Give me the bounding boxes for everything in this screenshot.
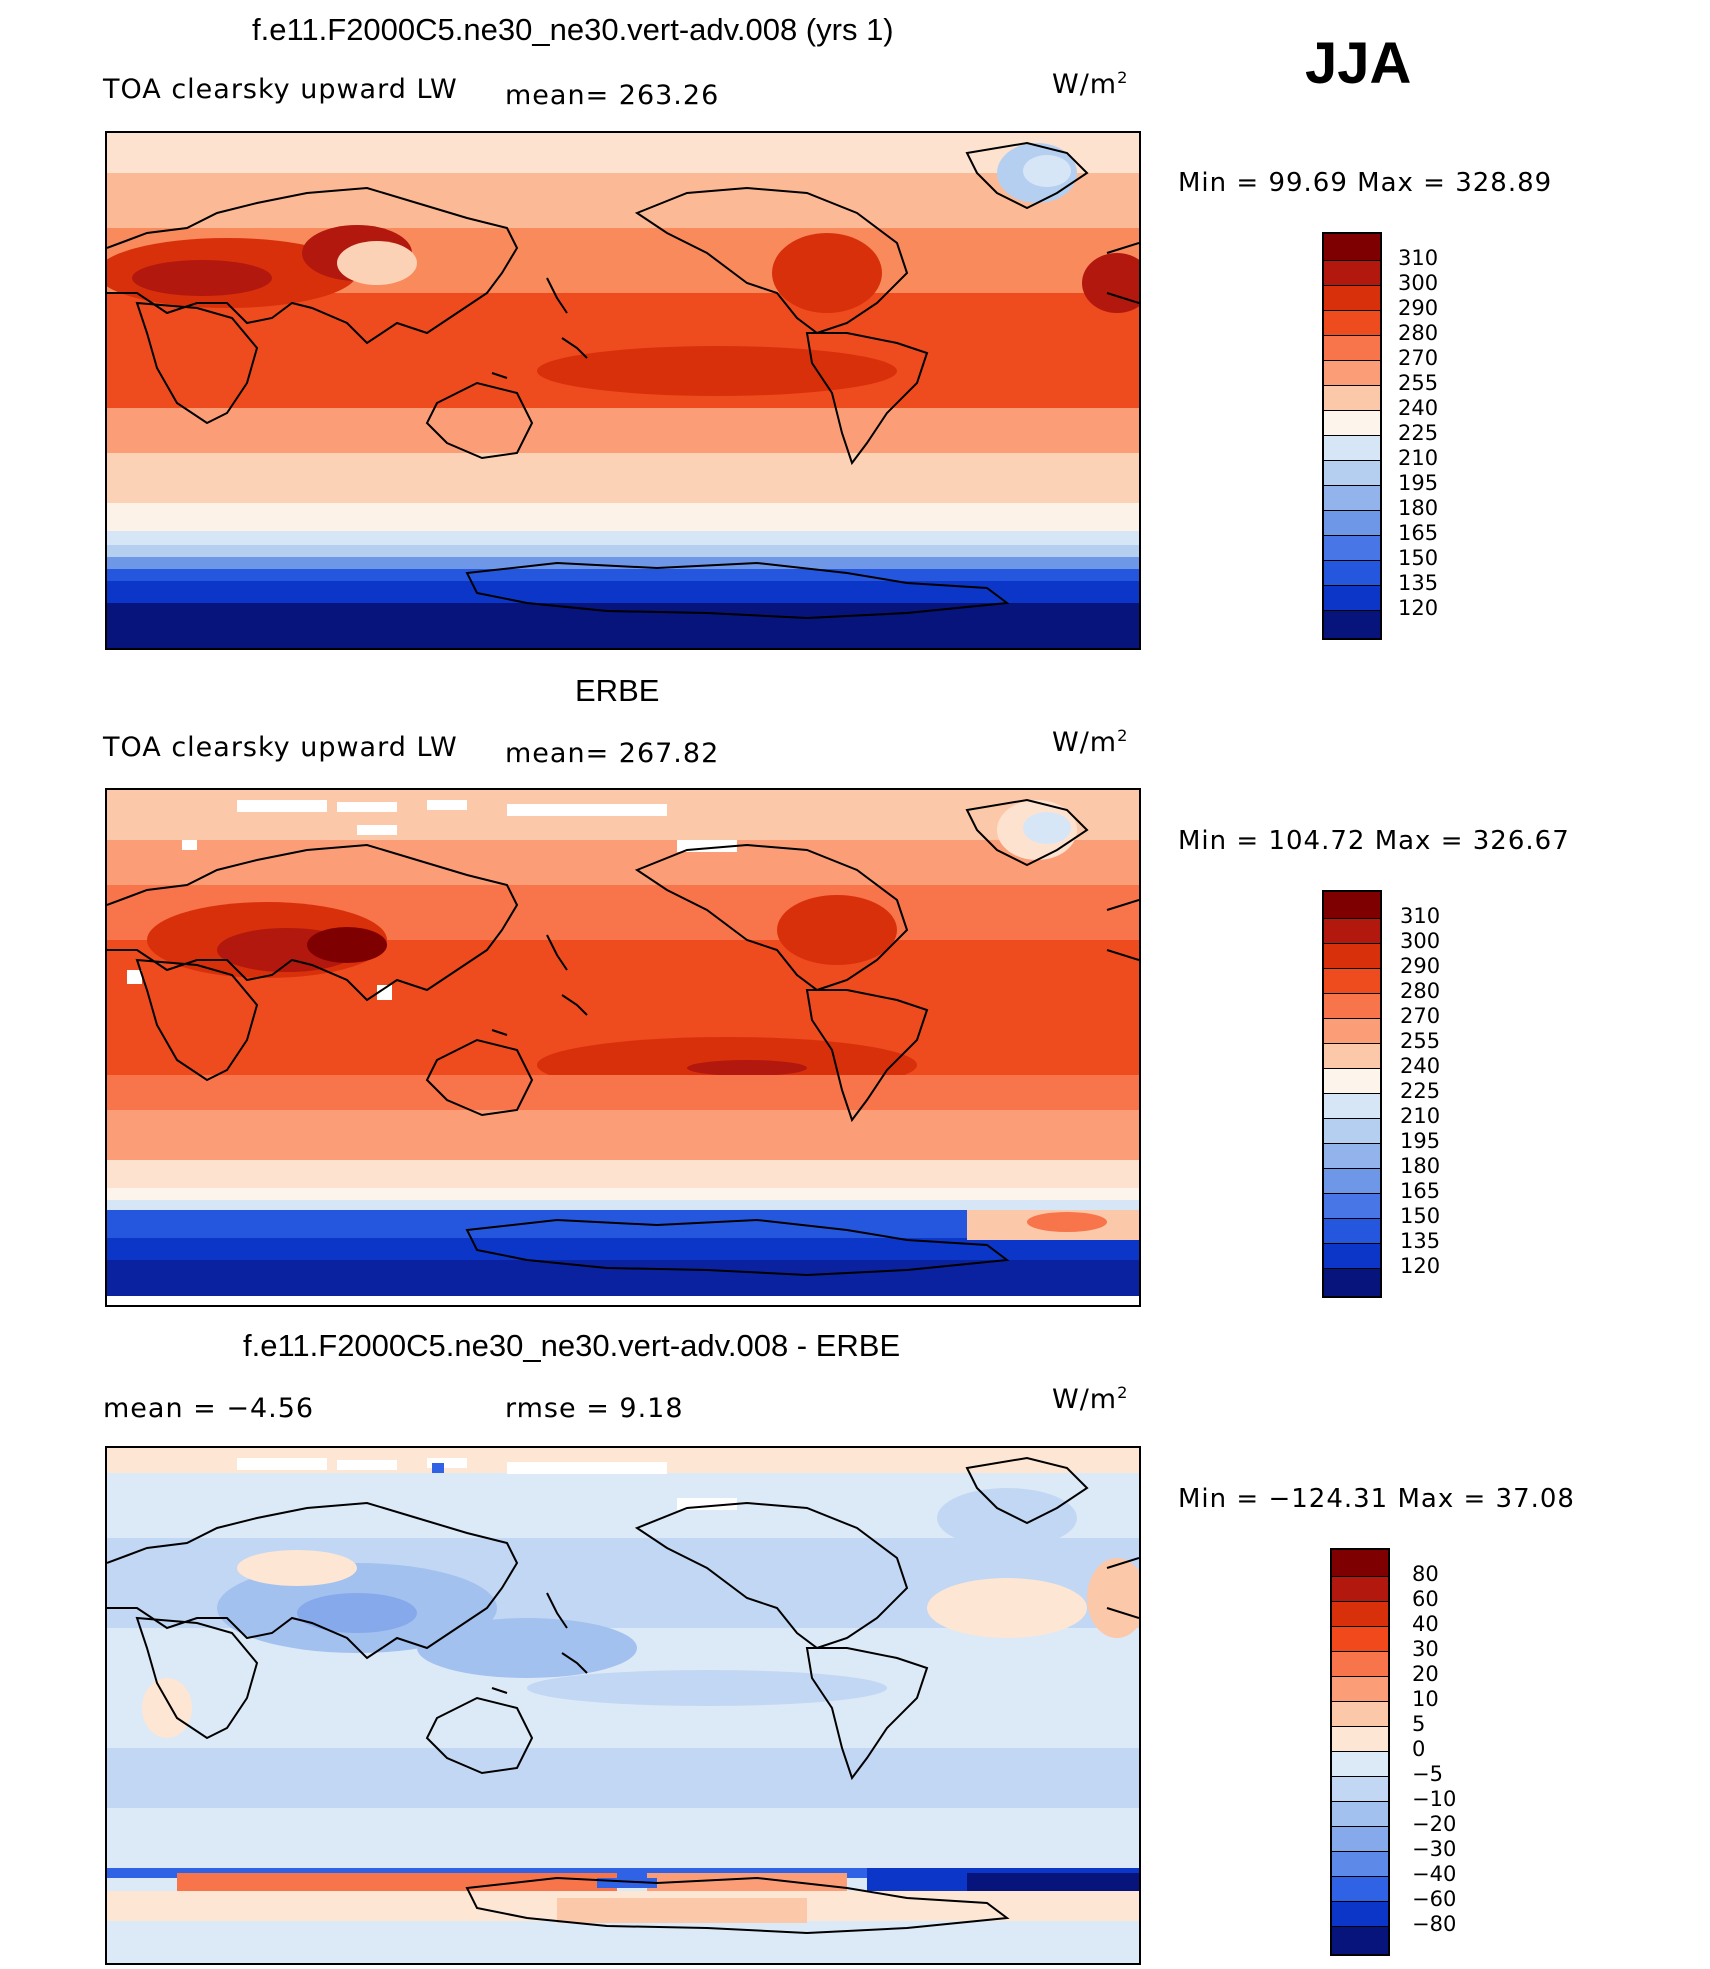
colorbar-label: −40 — [1412, 1862, 1457, 1886]
colorbar-label: 240 — [1400, 1054, 1441, 1078]
colorbar-label: 80 — [1412, 1562, 1439, 1586]
colorbar-label: 150 — [1400, 1204, 1441, 1228]
panel1-title: f.e11.F2000C5.ne30_ne30.vert-adv.008 (yr… — [252, 12, 894, 47]
colorbar-label: 270 — [1398, 346, 1439, 370]
colorbar-label: 195 — [1400, 1129, 1441, 1153]
colorbar-label: −5 — [1412, 1762, 1443, 1786]
colorbar-label: 270 — [1400, 1004, 1441, 1028]
panel3-title: f.e11.F2000C5.ne30_ne30.vert-adv.008 - E… — [243, 1328, 901, 1363]
colorbar-label: −80 — [1412, 1912, 1457, 1936]
panel3-mean: mean = −4.56 — [103, 1393, 315, 1424]
colorbar-label: −60 — [1412, 1887, 1457, 1911]
panel1-colorbar — [1322, 232, 1382, 640]
colorbar-label: 165 — [1398, 521, 1439, 545]
colorbar-label: 225 — [1398, 421, 1439, 445]
panel3-minmax: Min = −124.31 Max = 37.08 — [1178, 1484, 1575, 1514]
panel3-rmse: rmse = 9.18 — [505, 1393, 684, 1424]
colorbar-label: 310 — [1398, 246, 1439, 270]
colorbar-label: 0 — [1412, 1737, 1426, 1761]
colorbar-label: 255 — [1398, 371, 1439, 395]
panel2-variable: TOA clearsky upward LW — [103, 732, 458, 763]
colorbar-label: 135 — [1398, 571, 1439, 595]
colorbar-label: 60 — [1412, 1587, 1439, 1611]
colorbar-label: 210 — [1400, 1104, 1441, 1128]
panel3-units: W/m2 — [1052, 1383, 1129, 1415]
colorbar-label: 180 — [1398, 496, 1439, 520]
colorbar-label: 30 — [1412, 1637, 1439, 1661]
colorbar-label: 120 — [1398, 596, 1439, 620]
colorbar-label: 280 — [1398, 321, 1439, 345]
panel1-variable: TOA clearsky upward LW — [103, 74, 458, 105]
colorbar-label: 280 — [1400, 979, 1441, 1003]
colorbar-label: 40 — [1412, 1612, 1439, 1636]
panel2-title: ERBE — [575, 673, 660, 708]
colorbar-label: 165 — [1400, 1179, 1441, 1203]
panel2-map — [105, 788, 1141, 1307]
colorbar-label: 240 — [1398, 396, 1439, 420]
colorbar-label: −10 — [1412, 1787, 1457, 1811]
colorbar-label: 10 — [1412, 1687, 1439, 1711]
season-label: JJA — [1305, 31, 1412, 96]
colorbar-label: 300 — [1398, 271, 1439, 295]
colorbar-label: 290 — [1400, 954, 1441, 978]
colorbar-label: 120 — [1400, 1254, 1441, 1278]
colorbar-label: 290 — [1398, 296, 1439, 320]
colorbar-label: 5 — [1412, 1712, 1426, 1736]
colorbar-label: 150 — [1398, 546, 1439, 570]
colorbar-label: 300 — [1400, 929, 1441, 953]
panel2-units: W/m2 — [1052, 726, 1129, 758]
colorbar-label: 255 — [1400, 1029, 1441, 1053]
panel2-colorbar — [1322, 890, 1382, 1298]
colorbar-label: −20 — [1412, 1812, 1457, 1836]
panel1-map — [105, 131, 1141, 650]
panel3-colorbar — [1330, 1548, 1390, 1956]
colorbar-label: 225 — [1400, 1079, 1441, 1103]
colorbar-label: 20 — [1412, 1662, 1439, 1686]
colorbar-label: −30 — [1412, 1837, 1457, 1861]
panel1-mean: mean= 263.26 — [505, 80, 720, 111]
panel1-units: W/m2 — [1052, 68, 1129, 100]
panel2-minmax: Min = 104.72 Max = 326.67 — [1178, 826, 1570, 856]
colorbar-label: 180 — [1400, 1154, 1441, 1178]
colorbar-label: 310 — [1400, 904, 1441, 928]
colorbar-label: 210 — [1398, 446, 1439, 470]
colorbar-label: 135 — [1400, 1229, 1441, 1253]
colorbar-label: 195 — [1398, 471, 1439, 495]
panel3-map — [105, 1446, 1141, 1965]
panel2-mean: mean= 267.82 — [505, 738, 720, 769]
panel1-minmax: Min = 99.69 Max = 328.89 — [1178, 168, 1553, 198]
